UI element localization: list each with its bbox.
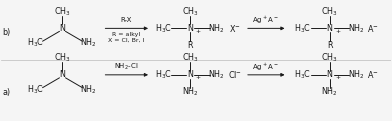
Text: NH$_2$: NH$_2$ bbox=[209, 22, 225, 35]
Text: A$^{-}$: A$^{-}$ bbox=[367, 23, 378, 34]
Text: N: N bbox=[187, 70, 193, 79]
Text: CH$_3$: CH$_3$ bbox=[54, 52, 71, 64]
Text: NH$_2$: NH$_2$ bbox=[181, 85, 198, 98]
Text: a): a) bbox=[3, 88, 11, 97]
Text: NH$_2$: NH$_2$ bbox=[348, 22, 365, 35]
Text: H$_3$C: H$_3$C bbox=[294, 69, 311, 81]
Text: H$_3$C: H$_3$C bbox=[27, 37, 44, 49]
Text: Cl$^{-}$: Cl$^{-}$ bbox=[228, 69, 242, 80]
Text: NH$_2$: NH$_2$ bbox=[209, 69, 225, 81]
Text: R: R bbox=[187, 41, 193, 50]
Text: A$^{-}$: A$^{-}$ bbox=[367, 69, 378, 80]
Text: N: N bbox=[327, 70, 332, 79]
Text: H$_3$C: H$_3$C bbox=[154, 69, 172, 81]
Text: NH$_2$-Cl: NH$_2$-Cl bbox=[114, 62, 138, 72]
Text: Ag$^+$A$^-$: Ag$^+$A$^-$ bbox=[252, 61, 279, 73]
Text: H$_3$C: H$_3$C bbox=[27, 83, 44, 96]
Text: b): b) bbox=[3, 28, 11, 37]
Text: N: N bbox=[60, 24, 65, 33]
Text: R: R bbox=[327, 41, 332, 50]
Text: Ag$^+$A$^-$: Ag$^+$A$^-$ bbox=[252, 15, 279, 26]
Text: X$^{-}$: X$^{-}$ bbox=[229, 23, 241, 34]
Text: +: + bbox=[335, 75, 340, 80]
Text: R-X: R-X bbox=[121, 17, 132, 23]
Text: CH$_3$: CH$_3$ bbox=[181, 52, 198, 64]
Text: +: + bbox=[196, 29, 201, 34]
Text: +: + bbox=[196, 75, 201, 80]
Text: CH$_3$: CH$_3$ bbox=[321, 52, 338, 64]
Text: N: N bbox=[60, 70, 65, 79]
Text: CH$_3$: CH$_3$ bbox=[181, 5, 198, 18]
Text: CH$_3$: CH$_3$ bbox=[321, 5, 338, 18]
Text: H$_3$C: H$_3$C bbox=[294, 22, 311, 35]
Text: R = alkyl: R = alkyl bbox=[112, 32, 140, 37]
Text: X = Cl, Br, I: X = Cl, Br, I bbox=[108, 38, 144, 43]
Text: H$_3$C: H$_3$C bbox=[154, 22, 172, 35]
Text: +: + bbox=[335, 29, 340, 34]
Text: CH$_3$: CH$_3$ bbox=[54, 5, 71, 18]
Text: NH$_2$: NH$_2$ bbox=[321, 85, 338, 98]
Text: N: N bbox=[327, 24, 332, 33]
Text: NH$_2$: NH$_2$ bbox=[348, 69, 365, 81]
Text: NH$_2$: NH$_2$ bbox=[80, 83, 97, 96]
Text: NH$_2$: NH$_2$ bbox=[80, 37, 97, 49]
Text: N: N bbox=[187, 24, 193, 33]
